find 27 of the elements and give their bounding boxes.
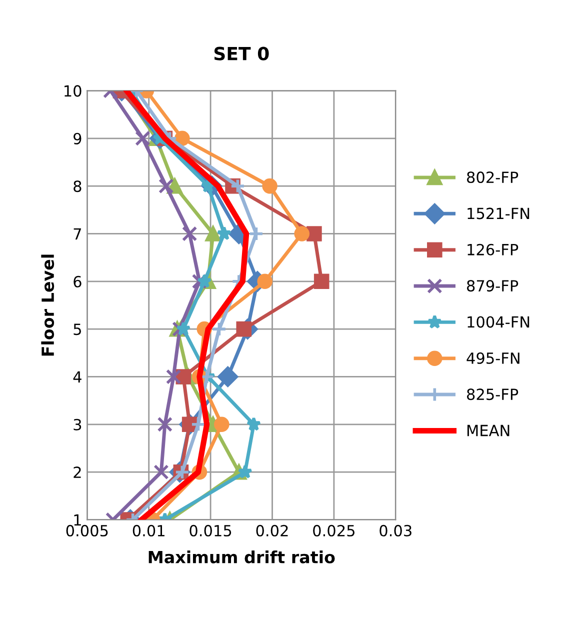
- x-tick-label: 0.03: [380, 524, 412, 536]
- x-axis-title: Maximum drift ratio: [148, 550, 335, 564]
- y-tick-label: 7: [74, 228, 81, 240]
- y-tick-label: 5: [74, 324, 81, 336]
- legend-label: 825-FP: [467, 388, 518, 400]
- legend-label: MEAN: [467, 424, 510, 436]
- y-tick-label: 3: [74, 418, 82, 430]
- y-tick-label: 1: [74, 514, 81, 526]
- y-tick-label: 2: [74, 466, 81, 478]
- y-axis-title: Floor Level: [41, 254, 54, 356]
- legend-label: 1521-FN: [468, 208, 530, 220]
- x-tick-label: 0.01: [132, 524, 164, 536]
- chart-title: SET 0: [214, 46, 269, 60]
- y-tick-label: 8: [74, 180, 82, 192]
- y-tick-label: 9: [74, 132, 82, 144]
- y-tick-label: 6: [74, 276, 82, 288]
- legend-label: 1004-FN: [468, 316, 530, 328]
- legend-label: 495-FN: [466, 352, 520, 364]
- legend-label: 802-FP: [467, 172, 518, 184]
- x-tick-label: 0.005: [66, 524, 108, 536]
- y-tick-label: 10: [64, 85, 82, 97]
- x-tick-label: 0.025: [313, 524, 354, 536]
- x-tick-label: 0.02: [256, 524, 288, 536]
- x-tick-label: 0.015: [190, 524, 232, 536]
- legend-label: 126-FP: [468, 244, 518, 256]
- legend-label: 879-FP: [467, 280, 518, 292]
- y-tick-label: 4: [73, 371, 82, 383]
